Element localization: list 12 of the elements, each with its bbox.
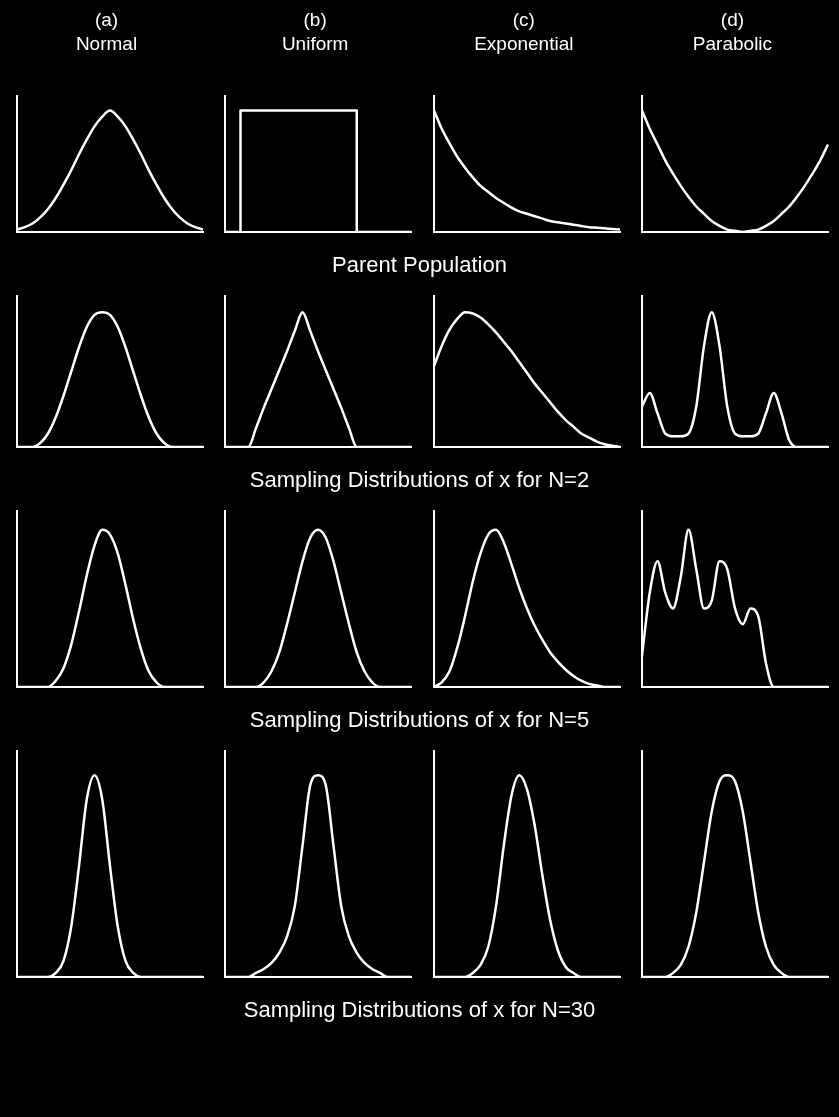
- chart-subtitle: Uniform: [281, 32, 349, 56]
- text: Sampling Distributions of x for N=5: [249, 707, 590, 732]
- chart-subtitle: Exponential: [474, 32, 574, 56]
- chart-title: (a): [94, 8, 119, 32]
- chart-title: (d): [720, 8, 745, 32]
- text: Parent Population: [332, 252, 507, 277]
- chart-subtitle: Parabolic: [692, 32, 773, 56]
- chart-title: (c): [512, 8, 535, 32]
- text: Sampling Distributions of x for N=2: [249, 467, 590, 492]
- chart-subtitle: Normal: [75, 32, 138, 56]
- text: Sampling Distributions of x for N=30: [243, 997, 596, 1022]
- chart-title: (b): [303, 8, 327, 32]
